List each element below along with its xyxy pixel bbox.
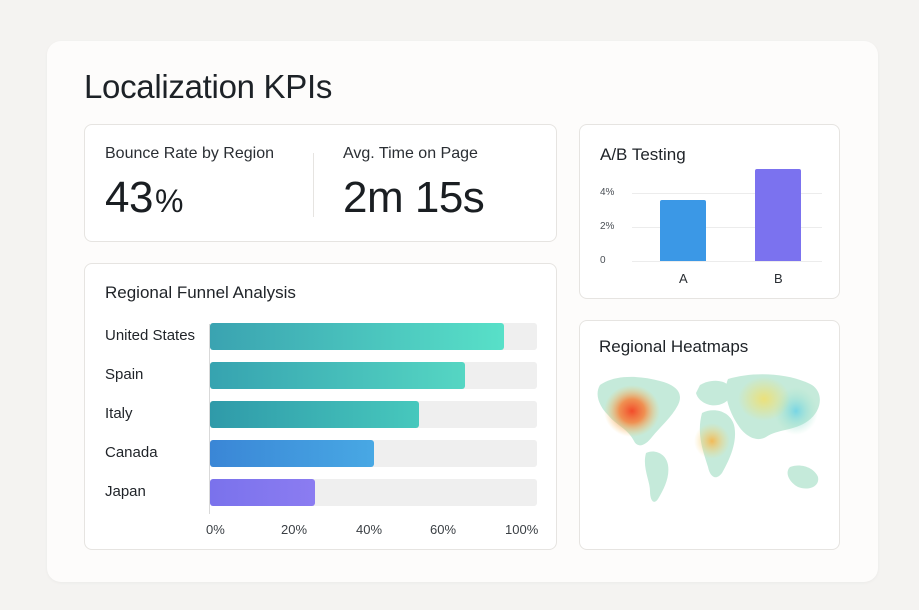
heatmap-title: Regional Heatmaps bbox=[599, 337, 749, 356]
funnel-x-tick: 0% bbox=[206, 522, 225, 537]
south-america bbox=[644, 451, 669, 502]
world-heatmap bbox=[597, 374, 820, 502]
australia bbox=[787, 465, 819, 489]
kpi-label: Avg. Time on Page bbox=[343, 145, 478, 162]
funnel-track bbox=[210, 479, 537, 506]
kpi-label: Bounce Rate by Region bbox=[105, 145, 274, 162]
funnel-track bbox=[210, 323, 537, 350]
funnel-title: Regional Funnel Analysis bbox=[105, 283, 296, 302]
ab-y-tick: 2% bbox=[600, 221, 615, 232]
funnel-x-tick: 40% bbox=[356, 522, 383, 537]
kpi-card: Bounce Rate by Region 43% Avg. Time on P… bbox=[84, 124, 557, 242]
ab-gridline bbox=[632, 193, 822, 194]
ab-testing-card: A/B Testing 4% 2% 0 A B bbox=[579, 124, 840, 299]
page-title: Localization KPIs bbox=[84, 68, 333, 105]
kpi-number: 43 bbox=[105, 173, 153, 222]
funnel-row-label: Canada bbox=[105, 444, 158, 461]
funnel-track bbox=[210, 362, 537, 389]
funnel-bar[interactable] bbox=[210, 323, 504, 350]
ab-y-tick: 4% bbox=[600, 187, 615, 198]
funnel-x-tick: 60% bbox=[430, 522, 457, 537]
funnel-row-label: Japan bbox=[105, 483, 146, 500]
heatmap-card: Regional Heatmaps bbox=[579, 320, 840, 550]
funnel-axis-line bbox=[209, 324, 210, 514]
ab-gridline bbox=[632, 261, 822, 262]
kpi-value: 43% bbox=[105, 173, 183, 223]
kpi-value: 2m 15s bbox=[343, 173, 485, 222]
funnel-track bbox=[210, 440, 537, 467]
kpi-unit: % bbox=[154, 183, 183, 219]
funnel-bar[interactable] bbox=[210, 479, 315, 506]
ab-y-tick: 0 bbox=[600, 255, 606, 266]
hotspot-europe bbox=[694, 423, 730, 459]
ab-bar[interactable] bbox=[660, 200, 706, 261]
funnel-bar[interactable] bbox=[210, 401, 419, 428]
funnel-bar[interactable] bbox=[210, 440, 374, 467]
funnel-row-label: Spain bbox=[105, 366, 144, 383]
ab-category-label: B bbox=[774, 271, 783, 286]
funnel-bar[interactable] bbox=[210, 362, 465, 389]
funnel-row-label: Italy bbox=[105, 405, 133, 422]
ab-gridline bbox=[632, 227, 822, 228]
ab-bar[interactable] bbox=[755, 169, 801, 261]
funnel-x-tick: 100% bbox=[505, 522, 539, 537]
funnel-track bbox=[210, 401, 537, 428]
ab-category-label: A bbox=[679, 271, 688, 286]
kpi-divider bbox=[313, 153, 314, 217]
funnel-row-label: United States bbox=[105, 327, 196, 344]
hotspot-central-asia bbox=[738, 377, 790, 421]
funnel-card: Regional Funnel Analysis United States Sp… bbox=[84, 263, 557, 550]
europe bbox=[696, 380, 732, 406]
hotspot-north-america bbox=[604, 385, 660, 437]
ab-testing-title: A/B Testing bbox=[600, 145, 686, 164]
funnel-x-tick: 20% bbox=[281, 522, 308, 537]
